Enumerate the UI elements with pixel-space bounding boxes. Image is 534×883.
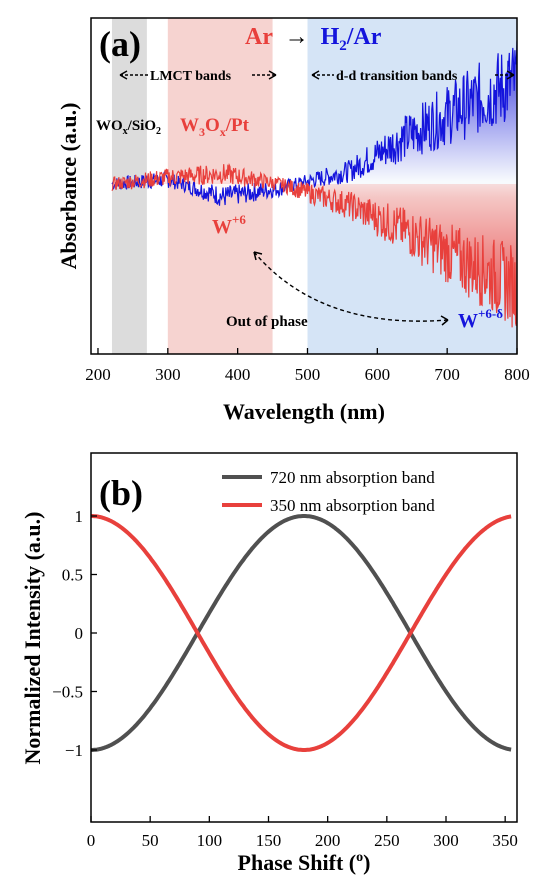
panel-b: 0 50 100 150 200 250 300 350 −1 −0.5 0 0.5 1 (b) 72… [20, 452, 518, 875]
panel-a-series [111, 41, 517, 328]
xtick-label: 200 [315, 831, 341, 850]
ytick-label: 0 [75, 624, 84, 643]
panel-b-frame [90, 452, 518, 823]
xtick-label: 250 [374, 831, 400, 850]
legend-label-350: 350 nm absorption band [270, 496, 435, 515]
series-curve-1 [91, 514, 512, 752]
series-line-0 [111, 41, 517, 206]
panel-b-series [91, 514, 512, 752]
panel-a-frame [90, 17, 518, 355]
phase-curve [253, 251, 449, 322]
panel-a-title: Ar → H2/Ar [245, 24, 382, 54]
wox-label: WOx/SiO2 [96, 118, 161, 137]
ytick-label: −1 [65, 741, 83, 760]
panel-b-ylabel: Normalized Intensity (a.u.) [20, 512, 45, 765]
phase-label: Out of phase [226, 314, 308, 330]
xtick-label: 700 [434, 365, 460, 384]
xtick-label: 100 [197, 831, 223, 850]
series-fill-0 [112, 41, 517, 206]
panel-b-xlabel: Phase Shift (o) [238, 850, 371, 875]
w6d-label: W+6-δ [458, 306, 503, 332]
xtick-label: 300 [433, 831, 459, 850]
phase-arrowhead-start [253, 251, 263, 261]
xtick-label: 200 [85, 365, 111, 384]
panel-a-fills [112, 41, 517, 328]
xtick-label: 50 [142, 831, 159, 850]
panel-a: 200 300 400 500 600 700 800 (a) Ar → H2/Ar LMC… [56, 17, 530, 424]
xtick-label: 0 [87, 831, 96, 850]
panel-b-label: (b) [99, 473, 143, 513]
series-fill-1 [112, 164, 517, 328]
phase-arrowhead-end [440, 315, 449, 326]
ytick-label: 0.5 [62, 566, 83, 585]
title-arrow: → [285, 24, 309, 50]
panel-b-xticks: 0 50 100 150 200 250 300 350 [87, 816, 518, 850]
series-line-1 [111, 162, 517, 328]
title-ar: Ar [245, 24, 273, 50]
dd-label: d-d transition bands [336, 69, 458, 84]
ytick-label: −0.5 [52, 683, 83, 702]
xtick-label: 800 [504, 365, 530, 384]
xtick-label: 300 [155, 365, 181, 384]
title-h: H [321, 24, 340, 50]
panel-b-yticks: −1 −0.5 0 0.5 1 [52, 507, 97, 760]
panel-a-xticks: 200 300 400 500 600 700 800 [85, 348, 530, 384]
title-h-sub: 2 [339, 38, 347, 54]
panel-a-label: (a) [99, 24, 141, 64]
panel-b-legend: 720 nm absorption band 350 nm absorption… [222, 468, 435, 515]
dd-arrowhead-left [311, 70, 320, 80]
lmct-arrowhead-right [268, 70, 277, 80]
dd-arrowhead-right [506, 70, 515, 80]
lmct-arrowhead-left [119, 70, 128, 80]
title-ar2: /Ar [346, 24, 382, 50]
w3ox-label: W3Ox/Pt [180, 115, 250, 139]
ytick-label: 1 [75, 507, 84, 526]
w6-label: W+6 [212, 212, 246, 238]
panel-a-xlabel: Wavelength (nm) [223, 399, 385, 424]
xtick-label: 600 [365, 365, 391, 384]
legend-label-720: 720 nm absorption band [270, 468, 435, 487]
xtick-label: 500 [295, 365, 321, 384]
xtick-label: 400 [225, 365, 251, 384]
lmct-label: LMCT bands [150, 69, 232, 84]
series-curve-0 [91, 514, 512, 752]
xtick-label: 150 [256, 831, 282, 850]
xtick-label: 350 [492, 831, 518, 850]
panel-a-ylabel: Absorbance (a.u.) [56, 103, 81, 270]
